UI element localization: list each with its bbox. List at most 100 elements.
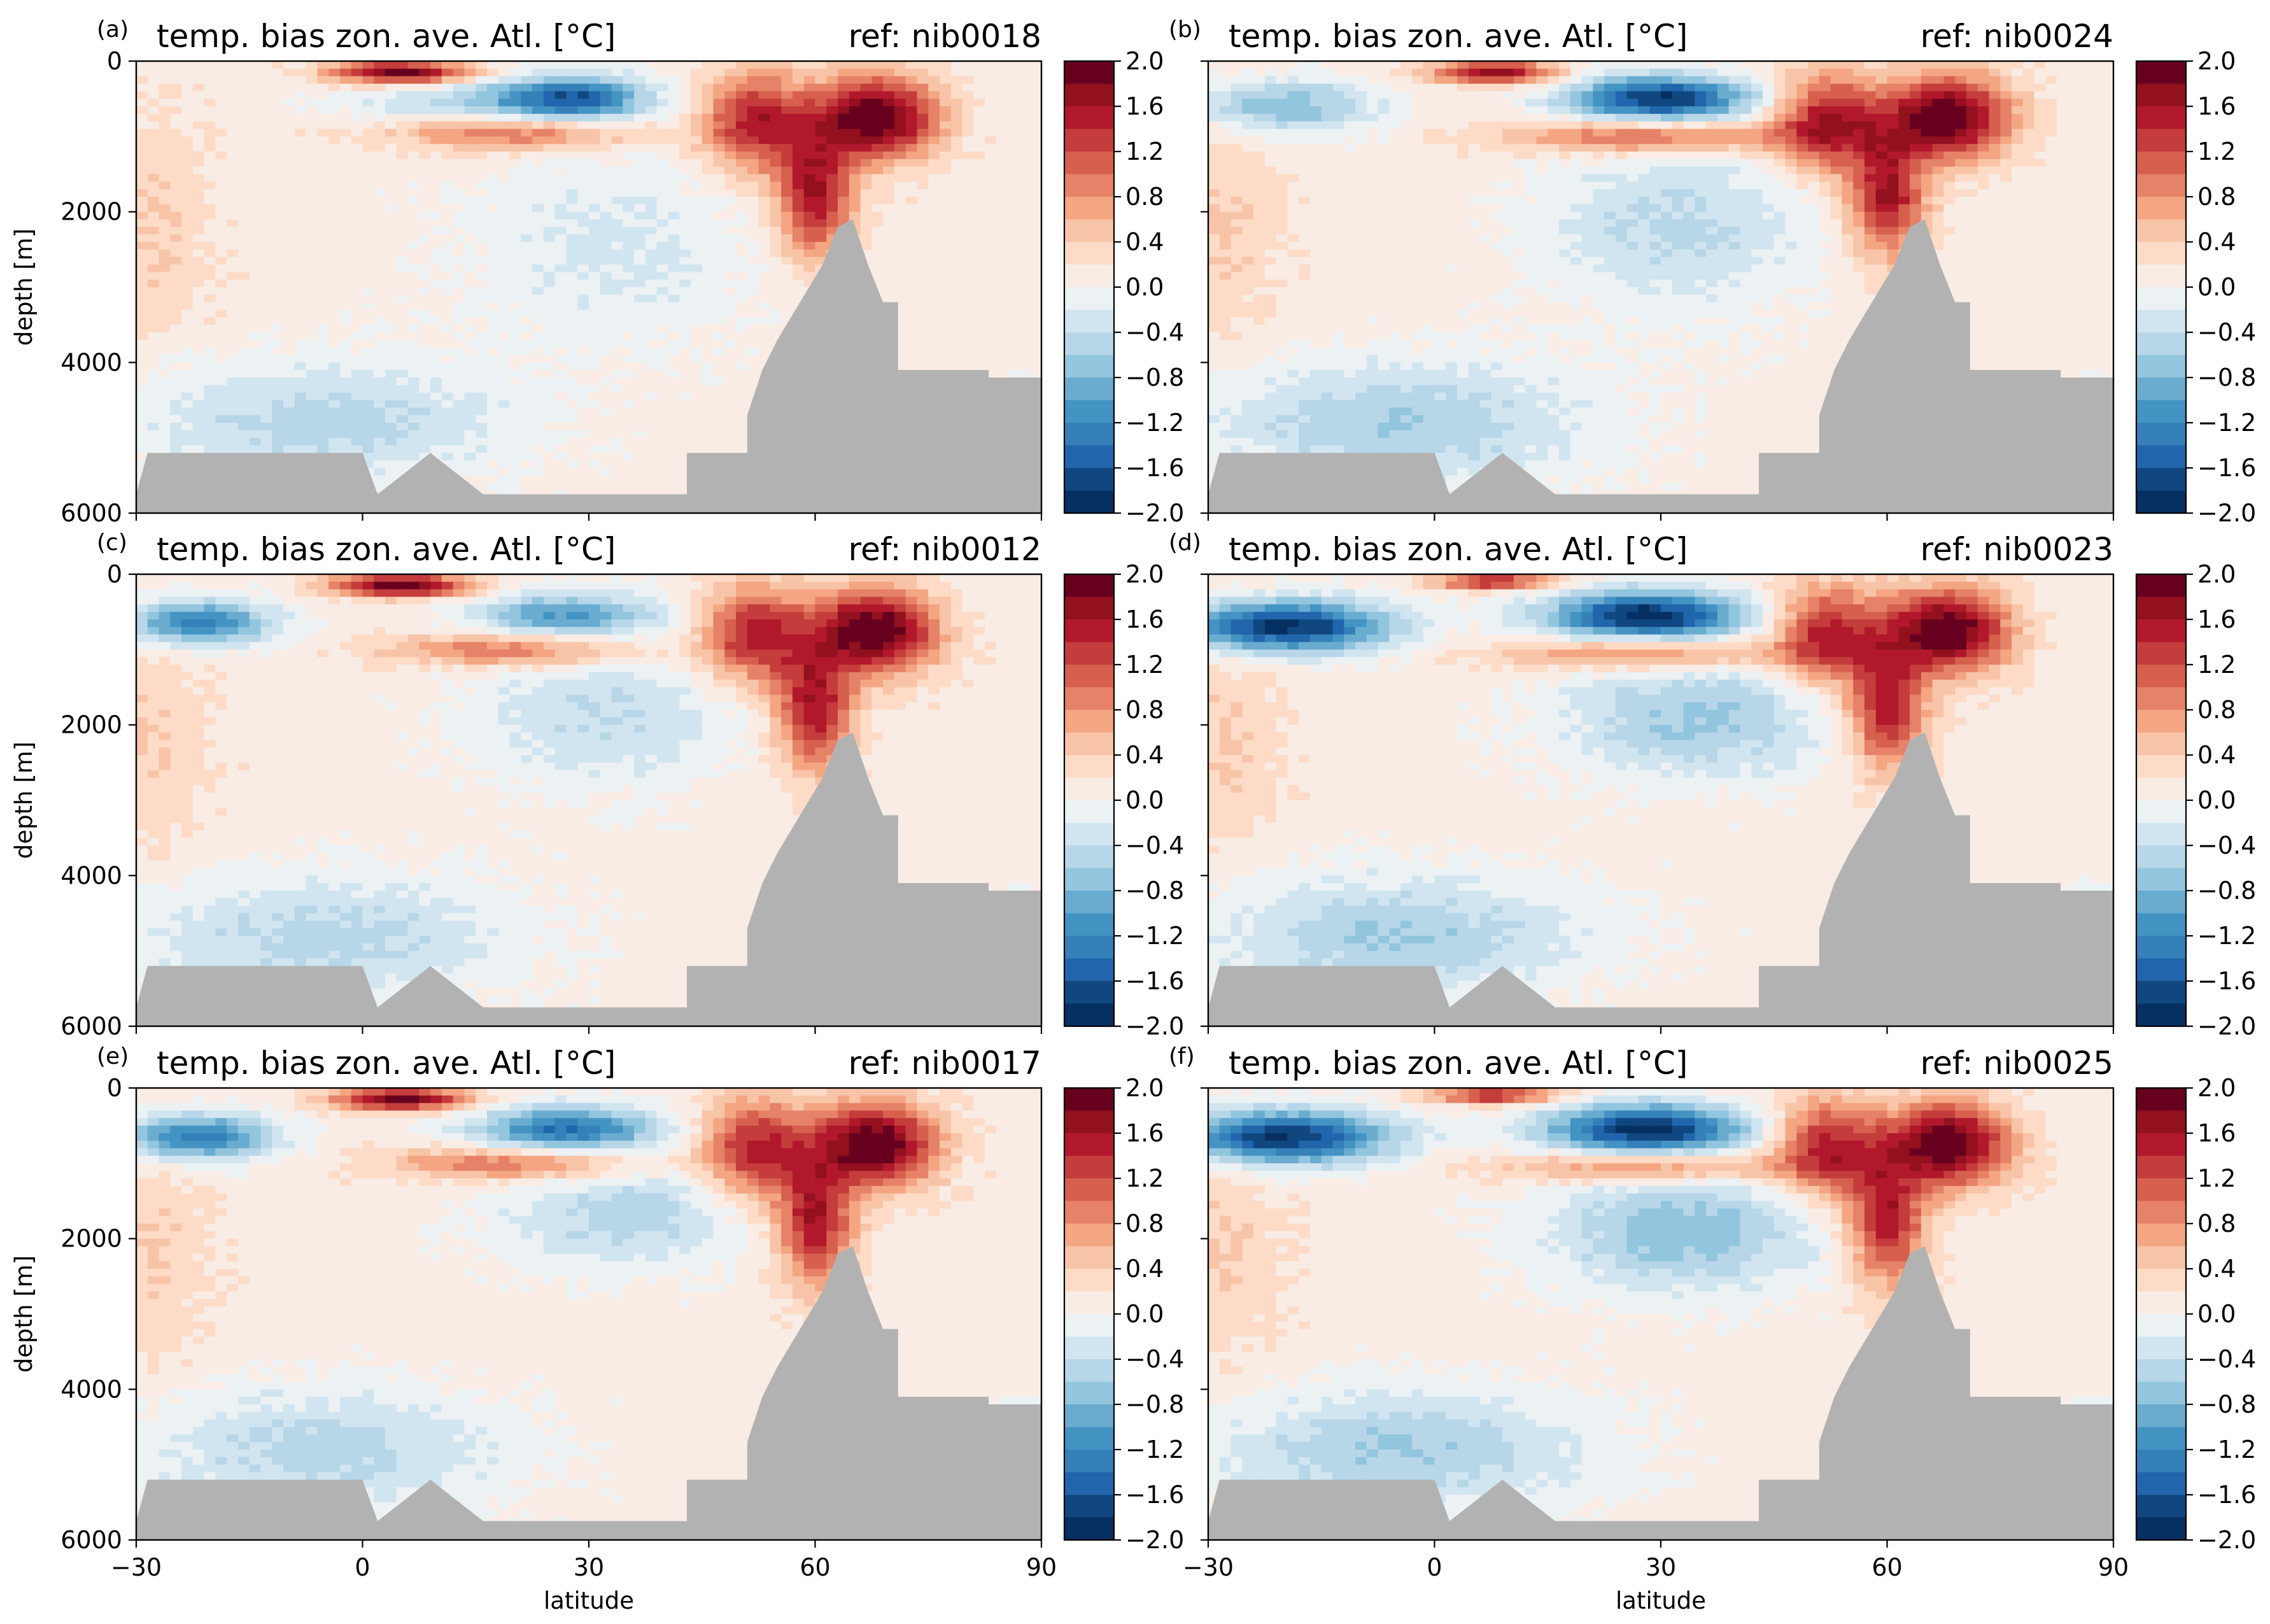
heatmap-cell [204,250,216,257]
colorbar-tick-label: 0.0 [1125,273,1164,301]
heatmap-cell [136,407,148,415]
heatmap-cell [996,242,1008,250]
heatmap-cell [951,302,962,310]
heatmap-cell [532,362,544,370]
heatmap-cell [589,438,600,446]
heatmap-cell [170,407,181,415]
heatmap-cell [1030,152,1041,159]
heatmap-cell [385,204,397,212]
heatmap-cell [532,84,544,92]
heatmap-cell [657,99,668,106]
heatmap-cell [521,287,532,295]
heatmap-cell [645,99,657,106]
heatmap-cell [464,227,476,234]
heatmap-cell [1019,234,1030,242]
heatmap-cell [544,99,555,106]
heatmap-cell [148,310,159,318]
heatmap-cell [227,446,238,453]
heatmap-cell [714,99,725,106]
heatmap-cell [181,189,193,197]
heatmap-cell [793,69,804,76]
heatmap-cell [634,453,645,460]
heatmap-cell [714,174,725,182]
heatmap-cell [702,76,714,84]
heatmap-cell [374,355,385,363]
heatmap-cell [170,136,181,144]
heatmap-cell [555,430,567,438]
heatmap-cell [227,122,238,129]
heatmap-cell [566,393,577,400]
heatmap-cell [612,378,623,385]
heatmap-cell [193,385,204,393]
heatmap-cell [442,310,453,318]
heatmap-cell [295,438,306,446]
heatmap-cell [442,129,453,137]
heatmap-cell [1208,317,1220,325]
heatmap-cell [204,423,216,430]
heatmap-cell [1008,167,1019,174]
heatmap-cell [181,378,193,385]
heatmap-cell [204,393,216,400]
heatmap-cell [940,234,951,242]
heatmap-cell [1019,250,1030,257]
heatmap-cell [736,220,747,227]
heatmap-cell [917,325,928,332]
heatmap-cell [170,370,181,378]
heatmap-cell [317,61,328,69]
heatmap-cell [487,453,498,460]
heatmap-cell [826,122,838,129]
heatmap-cell [487,250,498,257]
heatmap-cell [623,430,634,438]
heatmap-cell [453,152,465,159]
heatmap-cell [940,325,951,332]
heatmap-cell [238,122,250,129]
heatmap-cell [374,220,385,227]
heatmap-cell [453,167,465,174]
heatmap-cell [283,362,295,370]
heatmap-cell [510,468,521,476]
heatmap-cell [328,393,340,400]
heatmap-cell [747,106,759,114]
heatmap-cell [351,152,363,159]
heatmap-cell [261,212,272,220]
heatmap-cell [804,61,815,69]
heatmap-cell [227,250,238,257]
heatmap-cell [668,257,679,265]
heatmap-cell [634,385,645,393]
heatmap-cell [781,136,793,144]
heatmap-cell [759,310,770,318]
heatmap-cell [566,69,577,76]
heatmap-cell [136,415,148,423]
heatmap-cell [317,325,328,332]
heatmap-cell [419,340,430,348]
heatmap-cell [679,272,691,279]
heatmap-cell [238,234,250,242]
heatmap-cell [498,393,510,400]
heatmap-cell [544,136,555,144]
heatmap-cell [204,430,216,438]
heatmap-cell [532,136,544,144]
heatmap-cell [634,332,645,340]
heatmap-cell [634,84,645,92]
heatmap-cell [295,340,306,348]
heatmap-cell [804,122,815,129]
heatmap-cell [340,385,351,393]
heatmap-cell [136,167,148,174]
heatmap-cell [623,69,634,76]
heatmap-cell [385,295,397,302]
heatmap-cell [521,430,532,438]
heatmap-cell [1008,61,1019,69]
heatmap-cell [283,257,295,265]
heatmap-cell [351,393,363,400]
heatmap-cell [442,76,453,84]
heatmap-cell [464,257,476,265]
panel-ref: ref: nib0018 [849,18,1041,55]
heatmap-cell [261,174,272,182]
heatmap-cell [645,220,657,227]
heatmap-cell [295,415,306,423]
heatmap-cell [770,212,781,220]
heatmap-cell [883,250,894,257]
heatmap-cell [691,400,702,408]
heatmap-cell [351,99,363,106]
heatmap-cell [181,84,193,92]
